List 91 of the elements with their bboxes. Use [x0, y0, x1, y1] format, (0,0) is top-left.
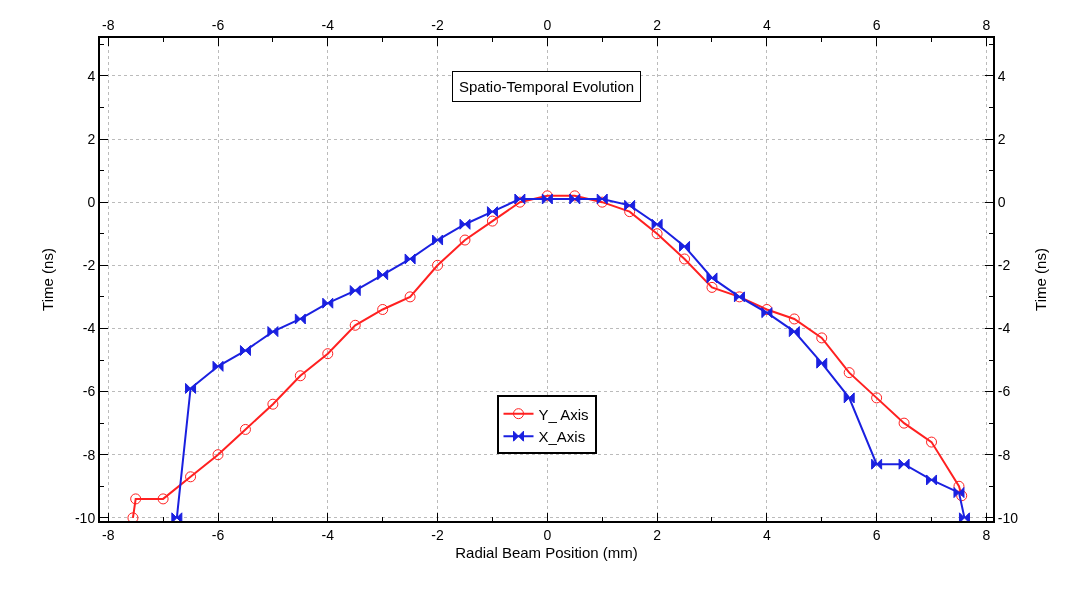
x2-tick-label: -4 — [321, 526, 335, 543]
y-tick-label: -4 — [82, 320, 96, 337]
point — [432, 259, 444, 271]
point — [130, 493, 142, 505]
y-tick-label: -10 — [74, 509, 96, 526]
x-tick-label: -8 — [102, 17, 115, 34]
point — [404, 253, 416, 265]
point — [212, 449, 224, 461]
point — [679, 253, 691, 265]
x2-tick-label: 4 — [762, 526, 771, 543]
y2-tick-label: -10 — [997, 509, 1019, 526]
point — [926, 436, 938, 448]
point — [377, 269, 389, 281]
x2-tick-label: 8 — [982, 526, 991, 543]
annotation: Spatio-Temporal Evolution — [459, 78, 635, 95]
y2-tick-label: -6 — [997, 383, 1011, 400]
y-tick-label: -6 — [82, 383, 96, 400]
y2-axis-title: Time (ns) — [1031, 248, 1049, 311]
legend-label: X_Axis — [538, 428, 586, 446]
point — [294, 313, 306, 325]
point — [349, 285, 361, 297]
point — [486, 206, 498, 218]
point — [267, 398, 279, 410]
y2-tick-label: -4 — [997, 320, 1011, 337]
x-tick-label: 6 — [872, 17, 881, 34]
x-tick-label: -4 — [321, 17, 335, 34]
x-tick-label: -6 — [211, 17, 225, 34]
y-tick-label: -8 — [82, 446, 96, 463]
point — [267, 326, 279, 338]
point — [239, 345, 251, 357]
point — [651, 228, 663, 240]
point — [706, 281, 718, 293]
y2-tick-label: 4 — [997, 67, 1006, 84]
point — [679, 240, 691, 252]
point — [294, 370, 306, 382]
point — [958, 512, 970, 521]
point — [404, 291, 416, 303]
y-axis-title: Time (ns) — [38, 248, 56, 311]
point — [788, 326, 800, 338]
point — [185, 382, 197, 394]
point — [788, 313, 800, 325]
y2-tick-label: 0 — [997, 194, 1006, 211]
point — [459, 234, 471, 246]
x-tick-label: 0 — [543, 17, 552, 34]
y-tick-label: -2 — [82, 257, 96, 274]
x-tick-label: -2 — [431, 17, 444, 34]
point — [349, 319, 361, 331]
legend-label: Y_ Axis — [538, 405, 589, 423]
point — [432, 234, 444, 246]
point — [651, 218, 663, 230]
point — [624, 199, 636, 211]
x2-tick-label: 0 — [543, 526, 552, 543]
y-tick-label: 4 — [87, 67, 96, 84]
point — [171, 512, 183, 521]
x2-tick-label: -6 — [211, 526, 225, 543]
x-tick-label: 4 — [762, 17, 771, 34]
x2-tick-label: -8 — [102, 526, 115, 543]
point — [157, 493, 169, 505]
point — [212, 360, 224, 372]
point — [624, 206, 636, 218]
point — [706, 272, 718, 284]
y2-tick-label: -2 — [997, 257, 1011, 274]
y-tick-label: 0 — [87, 194, 96, 211]
point — [871, 458, 883, 470]
x-tick-label: 8 — [982, 17, 991, 34]
point — [239, 423, 251, 435]
point — [843, 367, 855, 379]
point — [898, 458, 910, 470]
point — [185, 471, 197, 483]
y2-tick-label: 2 — [997, 130, 1006, 147]
y2-tick-label: -8 — [997, 446, 1011, 463]
point — [127, 512, 139, 521]
x-axis-title: Radial Beam Position (mm) — [455, 544, 638, 562]
point — [377, 303, 389, 315]
point — [761, 303, 773, 315]
point — [459, 218, 471, 230]
y-tick-label: 2 — [87, 130, 96, 147]
point — [816, 357, 828, 369]
point — [322, 297, 334, 309]
point — [871, 392, 883, 404]
point — [843, 392, 855, 404]
x2-tick-label: -2 — [431, 526, 444, 543]
point — [761, 307, 773, 319]
point — [486, 215, 498, 227]
x2-tick-label: 6 — [872, 526, 881, 543]
x-tick-label: 2 — [653, 17, 662, 34]
x2-tick-label: 2 — [653, 526, 662, 543]
point — [322, 348, 334, 360]
point — [926, 474, 938, 486]
point — [898, 417, 910, 429]
point — [816, 332, 828, 344]
